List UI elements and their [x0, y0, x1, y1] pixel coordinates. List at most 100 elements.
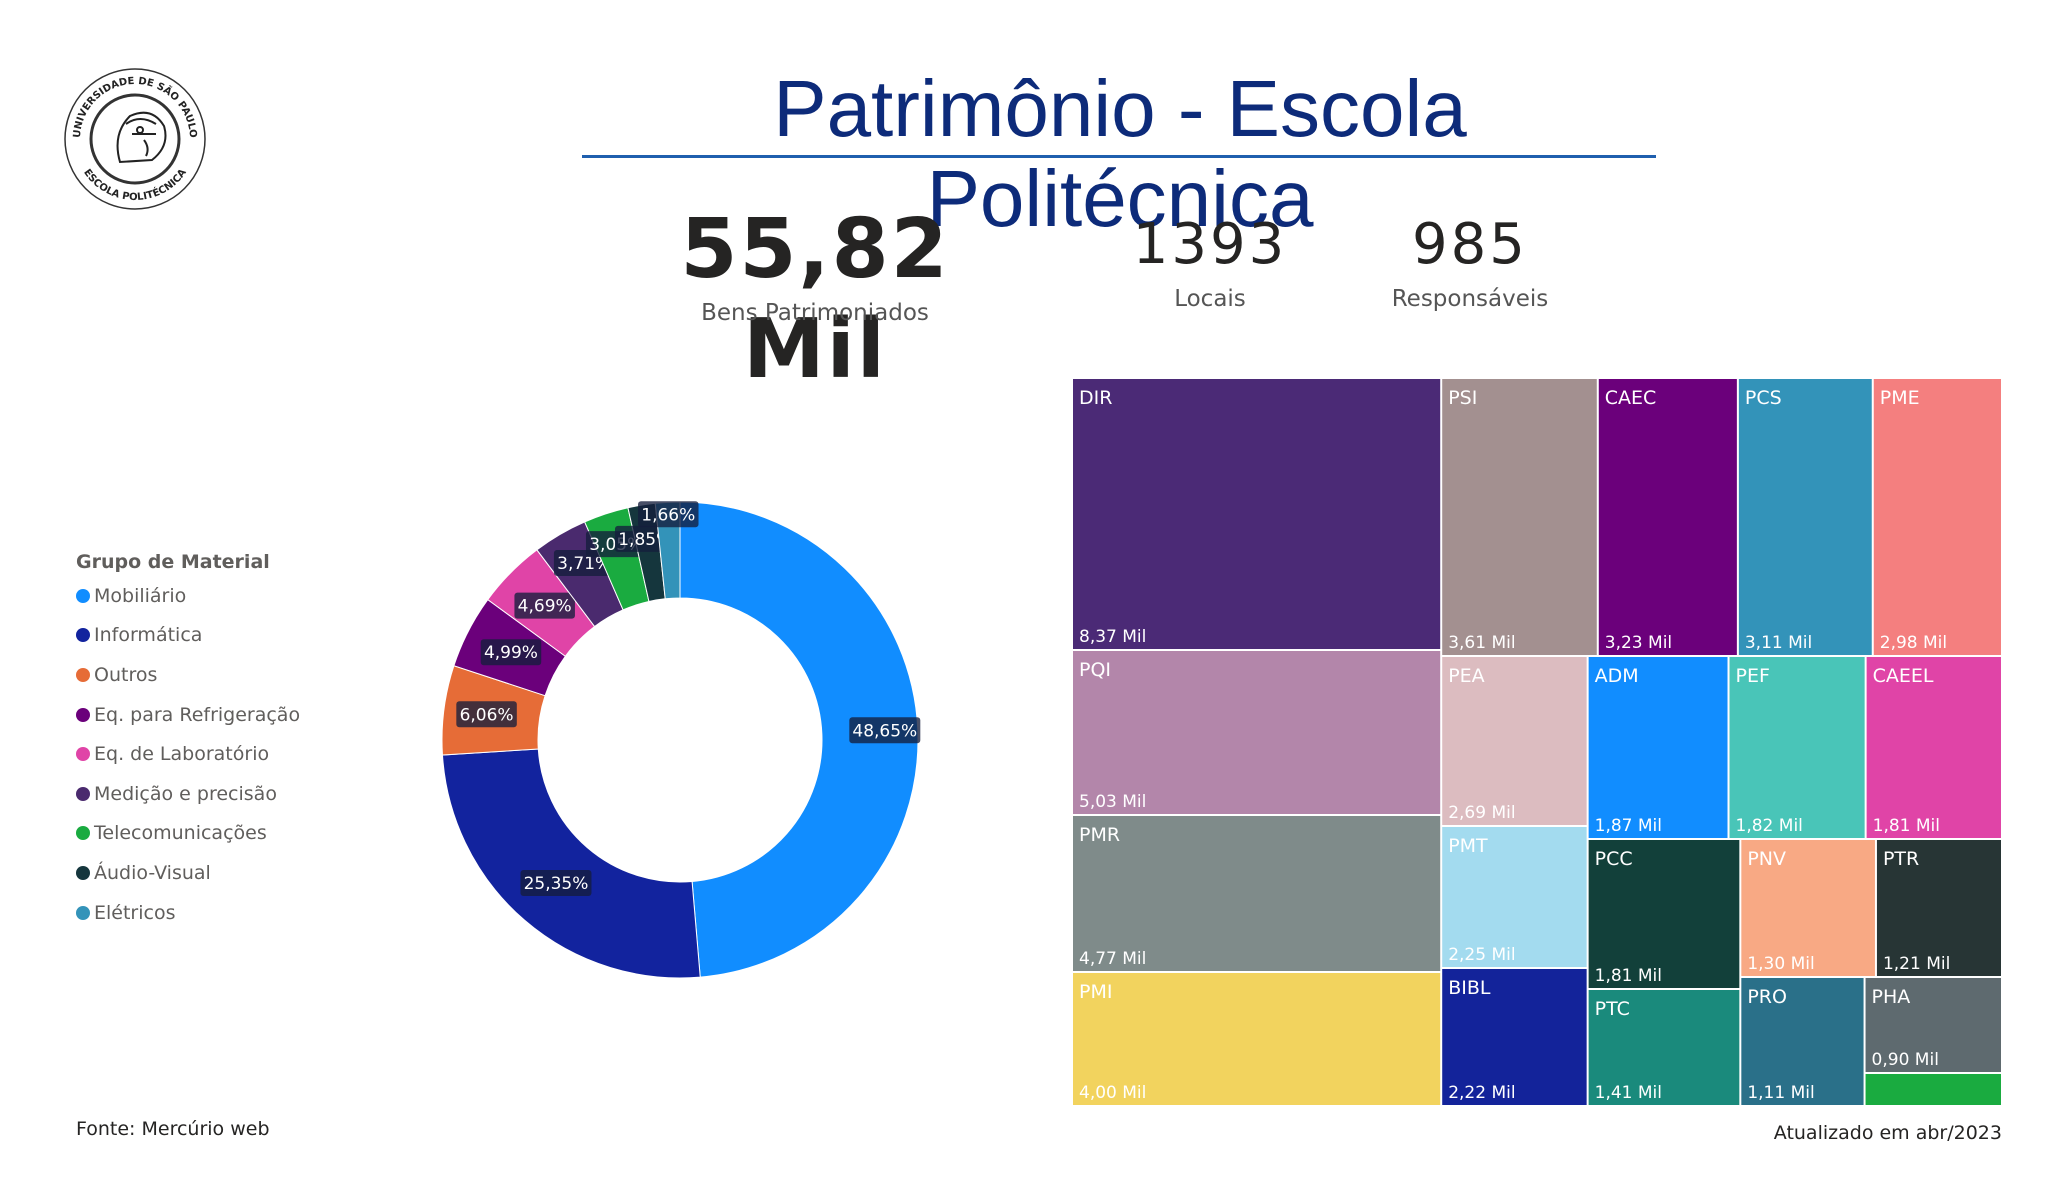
escola-politecnica-logo: UNIVERSIDADE DE SÃO PAULO ESCOLA POLITÉC… [64, 68, 206, 210]
donut-label-bg [638, 501, 699, 528]
donut-label-text: 48,65% [852, 721, 917, 741]
donut-label-bg [480, 639, 542, 666]
kpi-responsaveis-label: Responsáveis [1391, 286, 1549, 312]
legend-dot [76, 707, 90, 722]
legend-title: Grupo de Material [76, 551, 270, 573]
treemap-category-label: BIBL [1448, 977, 1491, 999]
treemap-cell[interactable]: PHA 0,90 Mil [1865, 978, 2001, 1072]
treemap-value-label: 4,77 Mil [1079, 949, 1146, 969]
legend-item[interactable]: Informática [76, 616, 376, 656]
treemap-category-label: PHA [1872, 986, 1911, 1008]
treemap-category-label: PTR [1883, 848, 1919, 870]
legend-item[interactable]: Eq. para Refrigeração [76, 695, 376, 735]
legend-label: Telecomunicações [94, 822, 267, 845]
treemap-cell[interactable]: PME 2,98 Mil [1873, 379, 2001, 655]
legend-label: Eq. para Refrigeração [94, 703, 301, 726]
treemap-rect [1073, 816, 1441, 971]
treemap-cell[interactable]: PMI 4,00 Mil [1073, 973, 1441, 1105]
treemap-cell[interactable]: PMT 2,25 Mil [1442, 827, 1587, 967]
legend-dot [76, 826, 90, 841]
legend-item[interactable]: Medição e precisão [76, 774, 376, 814]
legend-dot [76, 786, 90, 801]
treemap-cell[interactable]: PNV 1,30 Mil [1741, 840, 1875, 976]
legend-item[interactable]: Eq. de Laboratório [76, 734, 376, 774]
kpi-total-value: 55,82 Mil [680, 202, 950, 397]
treemap-cell[interactable]: PRO 1,11 Mil [1741, 978, 1864, 1105]
treemap-rect [1741, 978, 1864, 1105]
treemap-cell[interactable]: PEA 2,69 Mil [1442, 657, 1587, 825]
treemap-rect [1073, 973, 1441, 1105]
treemap-value-label: 1,30 Mil [1747, 954, 1814, 974]
treemap-rect [1729, 657, 1865, 838]
legend-item[interactable]: Telecomunicações [76, 814, 376, 854]
treemap-category-label: PCS [1745, 387, 1782, 409]
treemap-value-label: 0,90 Mil [1872, 1050, 1939, 1070]
treemap-category-label: PMT [1448, 835, 1488, 857]
treemap-rect [1442, 827, 1587, 967]
treemap-cell[interactable]: PQI 5,03 Mil [1073, 651, 1441, 814]
treemap-cell[interactable]: PSI 3,61 Mil [1442, 379, 1597, 655]
treemap-value-label: 1,11 Mil [1747, 1083, 1814, 1103]
treemap-cell[interactable]: DIR 8,37 Mil [1073, 379, 1441, 649]
treemap-rect [1442, 379, 1597, 655]
treemap-category-label: CAEEL [1873, 665, 1934, 687]
treemap-cell[interactable]: CAEEL 1,81 Mil [1866, 657, 2001, 838]
treemap-cell[interactable]: PMR 4,77 Mil [1073, 816, 1441, 971]
donut-label-text: 3,71% [557, 554, 611, 574]
legend-dot [76, 865, 90, 880]
treemap-value-label: 2,69 Mil [1448, 803, 1515, 823]
treemap-value-label: 1,81 Mil [1873, 816, 1940, 836]
treemap-category-label: DIR [1079, 387, 1112, 409]
treemap-chart: DIR 8,37 Mil PSI 3,61 Mil CAEC 3,23 Mil PCS 3,1… [1073, 379, 2001, 1105]
legend-item[interactable]: Áudio-Visual [76, 853, 376, 893]
treemap-value-label: 1,87 Mil [1595, 816, 1662, 836]
treemap-value-label: 1,81 Mil [1595, 966, 1662, 986]
treemap-value-label: 5,03 Mil [1079, 792, 1146, 812]
treemap-cell[interactable]: PTC 1,41 Mil [1588, 990, 1740, 1105]
treemap-value-label: 3,23 Mil [1605, 633, 1672, 653]
treemap-cell[interactable]: ADM 1,87 Mil [1588, 657, 1728, 838]
treemap-cell[interactable]: PCC 1,81 Mil [1588, 840, 1740, 988]
treemap-value-label: 8,37 Mil [1079, 627, 1146, 647]
treemap-category-label: PCC [1595, 848, 1633, 870]
legend-label: Mobiliário [94, 584, 187, 607]
donut-data-label: 1,66% [638, 501, 699, 528]
legend-item[interactable]: Elétricos [76, 893, 376, 933]
legend-dot [76, 628, 90, 643]
legend-label: Elétricos [94, 901, 176, 924]
treemap-value-label: 3,61 Mil [1448, 633, 1515, 653]
treemap-rect [1442, 969, 1587, 1105]
donut-chart: 48,65%25,35%6,06%4,99%4,69%3,71%3,05%1,8… [441, 501, 921, 979]
donut-label-text: 6,06% [460, 705, 514, 725]
donut-label-text: 25,35% [524, 874, 589, 894]
treemap-rect [1738, 379, 1872, 655]
treemap-category-label: PRO [1747, 986, 1787, 1008]
title-underline [582, 155, 1656, 158]
legend-label: Outros [94, 663, 158, 686]
treemap-cell[interactable]: BIBL 2,22 Mil [1442, 969, 1587, 1105]
page-title: Patrimônio - Escola Politécnica [773, 64, 1467, 243]
treemap-cell[interactable] [1865, 1074, 2001, 1105]
treemap-cell[interactable]: PEF 1,82 Mil [1729, 657, 1865, 838]
treemap-value-label: 3,11 Mil [1745, 633, 1812, 653]
donut-slice[interactable] [679, 501, 919, 978]
donut-slice[interactable] [441, 748, 701, 979]
donut-data-label: 25,35% [520, 869, 592, 896]
legend-item[interactable]: Mobiliário [76, 576, 376, 616]
treemap-cell[interactable]: PTR 1,21 Mil [1876, 840, 2001, 976]
treemap-cell[interactable]: PCS 3,11 Mil [1738, 379, 1872, 655]
treemap-category-label: PEF [1736, 665, 1770, 687]
treemap-rect [1876, 840, 2001, 976]
treemap-value-label: 1,21 Mil [1883, 954, 1950, 974]
treemap-rect [1588, 990, 1740, 1105]
treemap-category-label: PMR [1079, 824, 1120, 846]
legend-dot [76, 667, 90, 682]
kpi-total-label: Bens Patrimoniados [701, 300, 929, 326]
legend-label: Medição e precisão [94, 782, 277, 805]
donut-data-label: 6,06% [456, 701, 517, 728]
legend-dot [76, 905, 90, 920]
source-note: Fonte: Mercúrio web [76, 1118, 270, 1140]
treemap-cell[interactable]: CAEC 3,23 Mil [1598, 379, 1737, 655]
legend-item[interactable]: Outros [76, 655, 376, 695]
kpi-responsaveis-value: 985 [1412, 212, 1528, 277]
